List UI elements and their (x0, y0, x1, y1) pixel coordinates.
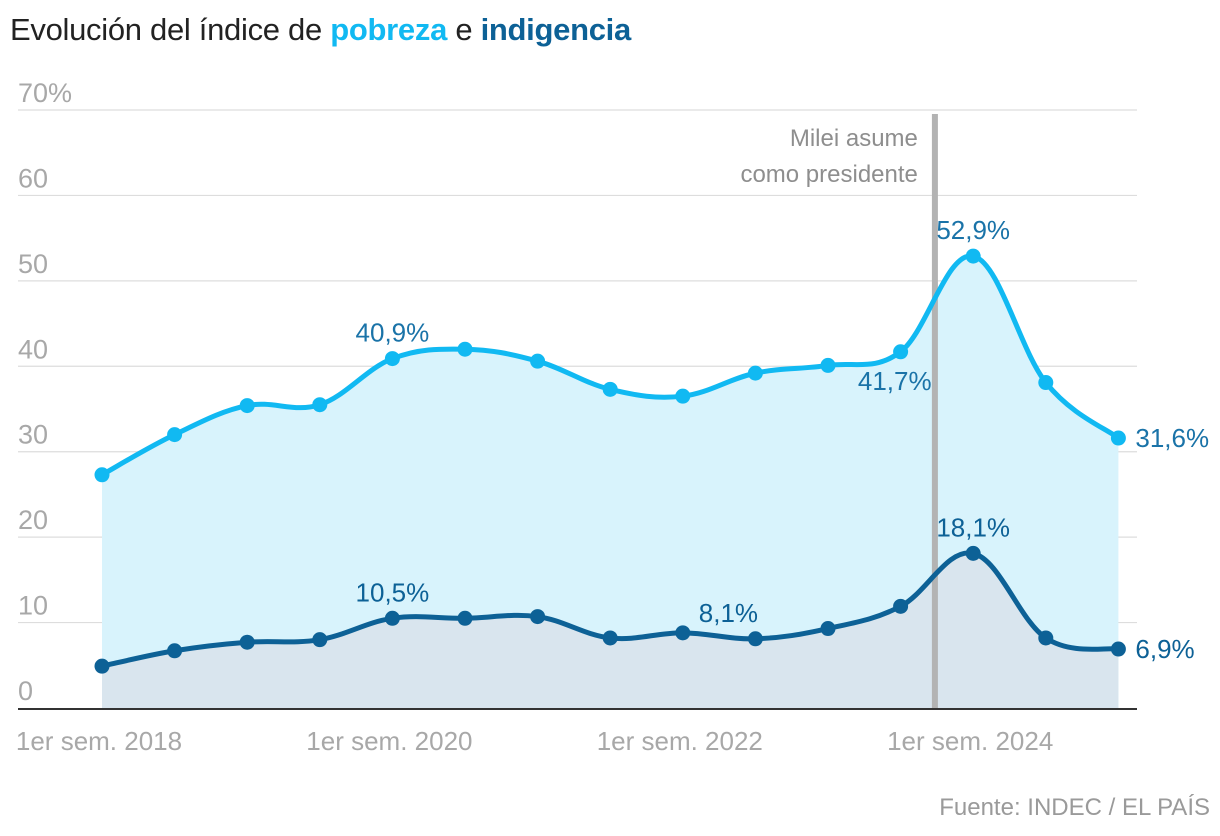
pobreza-point (457, 341, 473, 357)
indigencia-point (602, 630, 618, 646)
indigencia-point (167, 643, 183, 659)
indigencia-data-label: 18,1% (936, 512, 1010, 542)
indigencia-point (94, 658, 110, 674)
y-tick-label: 60 (18, 163, 48, 193)
x-tick-label: 1er sem. 2024 (887, 726, 1053, 756)
title-prefix: Evolución del índice de (10, 12, 331, 47)
pobreza-point (820, 357, 836, 373)
pobreza-point (965, 248, 981, 264)
source-note: Fuente: INDEC / EL PAÍS (939, 794, 1210, 821)
title-mid: e (447, 12, 481, 47)
x-tick-label: 1er sem. 2018 (16, 726, 182, 756)
annotation-line-1: Milei asume (790, 125, 918, 152)
pobreza-point (312, 397, 328, 413)
indigencia-data-label: 8,1% (699, 598, 758, 628)
pobreza-point (384, 351, 400, 367)
indigencia-data-label: 6,9% (1135, 634, 1194, 664)
x-tick-label: 1er sem. 2020 (306, 726, 472, 756)
pobreza-point (675, 388, 691, 404)
pobreza-point (602, 381, 618, 397)
pobreza-point (893, 344, 909, 360)
y-tick-label: 30 (18, 420, 48, 450)
indigencia-point (530, 609, 546, 625)
chart-title: Evolución del índice de pobreza e indige… (10, 12, 631, 48)
y-tick-label: 10 (18, 591, 48, 621)
pobreza-point (1038, 375, 1054, 391)
y-tick-label: 20 (18, 505, 48, 535)
indigencia-point (1038, 630, 1054, 646)
indigencia-data-label: 10,5% (356, 577, 430, 607)
indigencia-point (675, 625, 691, 641)
pobreza-point (94, 467, 110, 483)
indigencia-point (965, 545, 981, 561)
pobreza-point (530, 353, 546, 369)
indigencia-area (102, 552, 1119, 708)
pobreza-data-label: 40,9% (356, 318, 430, 348)
indigencia-point (820, 621, 836, 637)
y-tick-label: 40 (18, 334, 48, 364)
y-tick-label: 0 (18, 676, 33, 706)
indigencia-point (457, 610, 473, 626)
pobreza-point (1110, 430, 1126, 446)
indigencia-point (1110, 641, 1126, 657)
annotation-line-2: como presidente (740, 161, 917, 188)
y-tick-label: 50 (18, 249, 48, 279)
title-series-indigencia: indigencia (480, 12, 632, 47)
y-tick-label: 70% (18, 78, 72, 108)
pobreza-data-label: 31,6% (1135, 423, 1209, 453)
indigencia-point (239, 634, 255, 650)
indigencia-point (312, 632, 328, 648)
pobreza-point (747, 365, 763, 381)
indigencia-point (893, 598, 909, 614)
pobreza-area (102, 255, 1119, 708)
indigencia-point (384, 610, 400, 626)
title-series-pobreza: pobreza (330, 12, 448, 47)
indigencia-point (747, 631, 763, 647)
x-tick-label: 1er sem. 2022 (597, 726, 763, 756)
pobreza-data-label: 41,7% (858, 366, 932, 396)
pobreza-point (239, 398, 255, 414)
pobreza-point (167, 427, 183, 443)
pobreza-data-label: 52,9% (936, 215, 1010, 245)
